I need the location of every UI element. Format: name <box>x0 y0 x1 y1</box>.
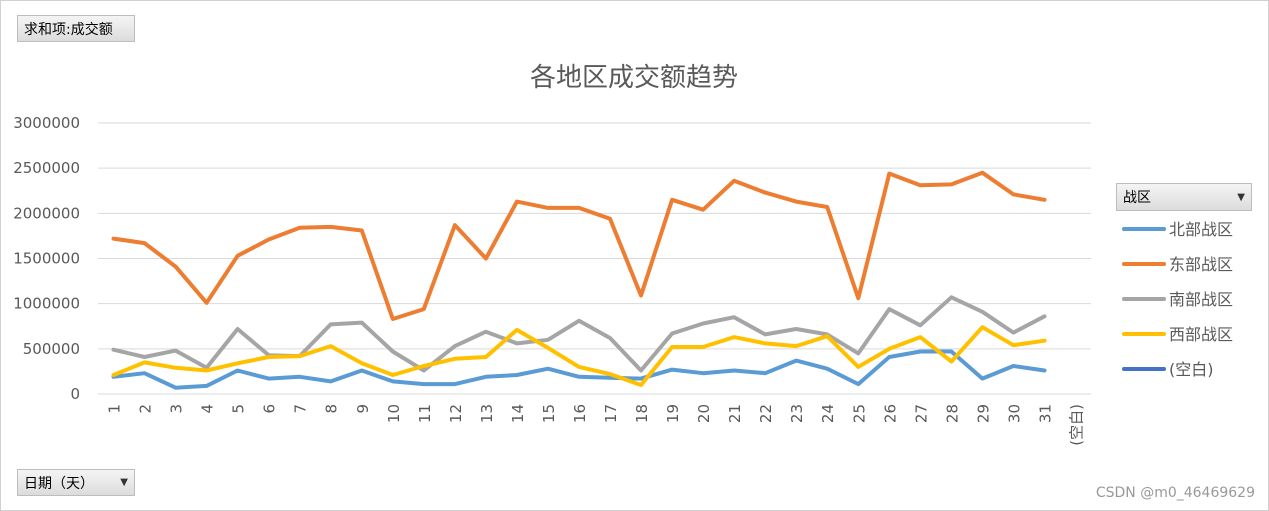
y-tick-label: 1500000 <box>13 250 80 268</box>
x-tick-label: 19 <box>664 404 682 423</box>
legend-label: (空白) <box>1169 360 1214 379</box>
series-line-0 <box>111 349 1047 390</box>
x-tick-label: 24 <box>819 404 837 423</box>
x-tick-label: (空白) <box>1067 404 1085 446</box>
x-tick-label: 31 <box>1036 404 1054 423</box>
value-field-button[interactable]: 求和项:成交额 <box>17 15 135 42</box>
x-tick-label: 2 <box>137 404 155 414</box>
legend-label: 南部战区 <box>1169 290 1233 309</box>
x-tick-label: 16 <box>571 404 589 423</box>
x-tick-label: 11 <box>416 404 434 423</box>
y-tick-label: 500000 <box>23 340 80 358</box>
x-tick-label: 13 <box>478 404 496 423</box>
watermark: CSDN @m0_46469629 <box>1095 485 1255 501</box>
x-tick-label: 12 <box>447 404 465 423</box>
y-tick-label: 0 <box>70 385 80 403</box>
series-line-1 <box>111 170 1047 321</box>
x-tick-label: 14 <box>509 404 527 423</box>
legend-field-label: 战区 <box>1123 190 1151 206</box>
y-tick-label: 1000000 <box>13 295 80 313</box>
x-tick-label: 20 <box>695 404 713 423</box>
x-tick-label: 18 <box>633 404 651 423</box>
y-axis-ticks: 0 500000 1000000 1500000 2000000 2500000 30000… <box>13 114 80 403</box>
x-tick-label: 28 <box>943 404 961 423</box>
y-tick-label: 2000000 <box>13 204 80 222</box>
x-tick-label: 7 <box>292 404 310 414</box>
series-line-3 <box>111 325 1047 387</box>
legend-field-button[interactable]: 战区 ▼ <box>1116 183 1252 211</box>
x-tick-label: 26 <box>881 404 899 423</box>
legend-label: 西部战区 <box>1169 325 1233 344</box>
x-tick-label: 21 <box>726 404 744 423</box>
dropdown-arrow-icon: ▼ <box>120 477 128 488</box>
x-tick-label: 17 <box>602 404 620 423</box>
x-tick-label: 8 <box>323 404 341 414</box>
axis-field-button[interactable]: 日期（天） ▼ <box>17 469 135 496</box>
value-field-label: 求和项:成交额 <box>24 21 113 38</box>
x-tick-label: 5 <box>230 404 248 414</box>
x-tick-label: 6 <box>261 404 279 414</box>
chart-title: 各地区成交额趋势 <box>530 63 738 93</box>
legend-label: 东部战区 <box>1169 255 1233 274</box>
dropdown-arrow-icon: ▼ <box>1237 191 1245 203</box>
x-tick-label: 23 <box>788 404 806 423</box>
x-tick-label: 3 <box>168 404 186 414</box>
x-tick-label: 30 <box>1005 404 1023 423</box>
x-tick-label: 9 <box>354 404 372 414</box>
axis-field-label: 日期（天） <box>24 475 94 492</box>
legend-label: 北部战区 <box>1169 220 1233 239</box>
x-tick-label: 22 <box>757 404 775 423</box>
x-tick-label: 27 <box>912 404 930 423</box>
x-tick-label: 29 <box>974 404 992 423</box>
x-tick-label: 15 <box>540 404 558 423</box>
x-tick-label: 25 <box>850 404 868 423</box>
y-tick-label: 3000000 <box>13 114 80 132</box>
x-axis-ticks: 1 2 3 4 5 6 7 8 9 10 11 12 13 14 15 16 17 18 19 20 21 22 23 24 2… <box>106 404 1086 446</box>
x-tick-label: 10 <box>385 404 403 423</box>
series-lines <box>111 170 1047 390</box>
x-tick-label: 4 <box>199 404 217 414</box>
x-tick-label: 1 <box>106 404 124 414</box>
y-tick-label: 2500000 <box>13 159 80 177</box>
